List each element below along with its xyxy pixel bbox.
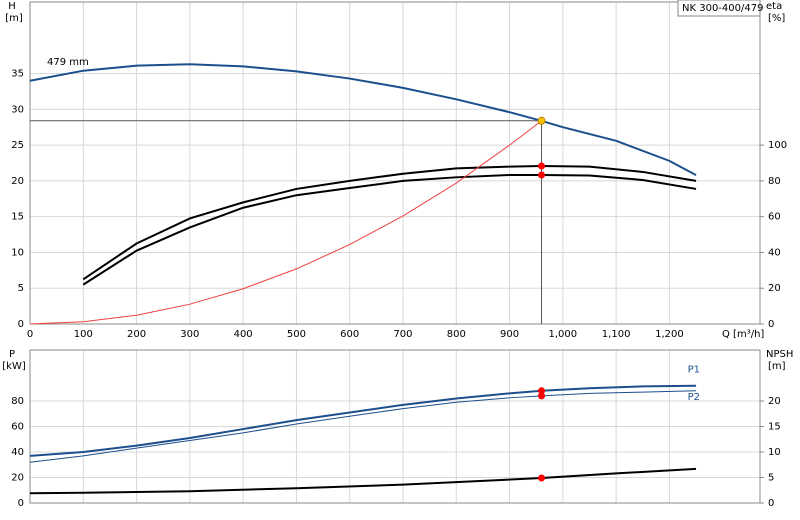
y2-tick-label: 60 bbox=[768, 212, 781, 223]
y-axis-label: H bbox=[8, 1, 16, 12]
y2-tick-label: 100 bbox=[768, 140, 787, 151]
y-axis-unit: [kW] bbox=[2, 361, 26, 372]
y2-tick-label: 20 bbox=[768, 283, 781, 294]
x-tick-label: 100 bbox=[74, 329, 93, 340]
operating-point bbox=[538, 387, 546, 395]
y-tick-label: 35 bbox=[11, 69, 24, 80]
title-box bbox=[677, 0, 761, 17]
y-tick-label: 30 bbox=[11, 104, 24, 115]
chart-title: NK 300-400/479 bbox=[682, 3, 763, 14]
series-line bbox=[29, 120, 542, 325]
x-tick-label: 700 bbox=[393, 329, 412, 340]
y2-tick-label: 0 bbox=[768, 319, 774, 330]
x-tick-label: 200 bbox=[127, 329, 146, 340]
y2-tick-label: 0 bbox=[768, 498, 774, 509]
y-tick-label: 25 bbox=[11, 140, 24, 151]
operating-point bbox=[538, 474, 546, 482]
y-tick-label: 80 bbox=[11, 396, 24, 407]
y-tick-label: 5 bbox=[18, 283, 24, 294]
curve-annotation: 479 mm bbox=[47, 57, 89, 68]
y-axis-unit: [m] bbox=[5, 13, 23, 24]
x-tick-label: 800 bbox=[447, 329, 466, 340]
series-line bbox=[82, 173, 697, 286]
operating-point bbox=[538, 392, 546, 400]
y-tick-label: 0 bbox=[18, 319, 24, 330]
x-tick-label: 900 bbox=[500, 329, 519, 340]
x-tick-label: 1,200 bbox=[655, 329, 684, 340]
y2-tick-label: 40 bbox=[768, 247, 781, 258]
x-tick-label: 600 bbox=[340, 329, 359, 340]
y-tick-label: 40 bbox=[11, 447, 24, 458]
y-tick-label: 60 bbox=[11, 422, 24, 433]
x-tick-label: 300 bbox=[180, 329, 199, 340]
series-line bbox=[29, 384, 697, 457]
y-axis-label: P bbox=[9, 349, 15, 360]
operating-point bbox=[538, 171, 546, 179]
y2-axis-unit: [m] bbox=[768, 361, 786, 372]
x-tick-label: 1,100 bbox=[602, 329, 631, 340]
series-line bbox=[29, 63, 697, 177]
y2-tick-label: 15 bbox=[768, 422, 781, 433]
y2-tick-label: 5 bbox=[768, 473, 774, 484]
y2-tick-label: 80 bbox=[768, 176, 781, 187]
plot-frame bbox=[29, 349, 761, 504]
series-label: P2 bbox=[688, 392, 700, 403]
y2-axis-label: eta bbox=[766, 1, 782, 12]
operating-point bbox=[538, 162, 546, 170]
y-tick-label: 10 bbox=[11, 247, 24, 258]
x-tick-label: 1,000 bbox=[549, 329, 578, 340]
y2-tick-label: 10 bbox=[768, 447, 781, 458]
operating-point bbox=[537, 116, 546, 125]
y2-axis-unit: [%] bbox=[768, 13, 785, 24]
y2-tick-label: 20 bbox=[768, 396, 781, 407]
x-tick-label: 500 bbox=[287, 329, 306, 340]
y-tick-label: 20 bbox=[11, 473, 24, 484]
y-tick-label: 0 bbox=[18, 498, 24, 509]
series-line bbox=[82, 165, 697, 281]
x-tick-label: 400 bbox=[234, 329, 253, 340]
y-tick-label: 15 bbox=[11, 212, 24, 223]
y-tick-label: 20 bbox=[11, 176, 24, 187]
x-axis-label: Q [m³/h] bbox=[722, 329, 764, 340]
plot-frame bbox=[29, 1, 761, 325]
x-tick-label: 0 bbox=[27, 329, 33, 340]
series-line bbox=[29, 467, 697, 495]
series-line bbox=[29, 390, 697, 463]
series-label: P1 bbox=[688, 365, 700, 376]
y2-axis-label: NPSH bbox=[766, 349, 793, 360]
